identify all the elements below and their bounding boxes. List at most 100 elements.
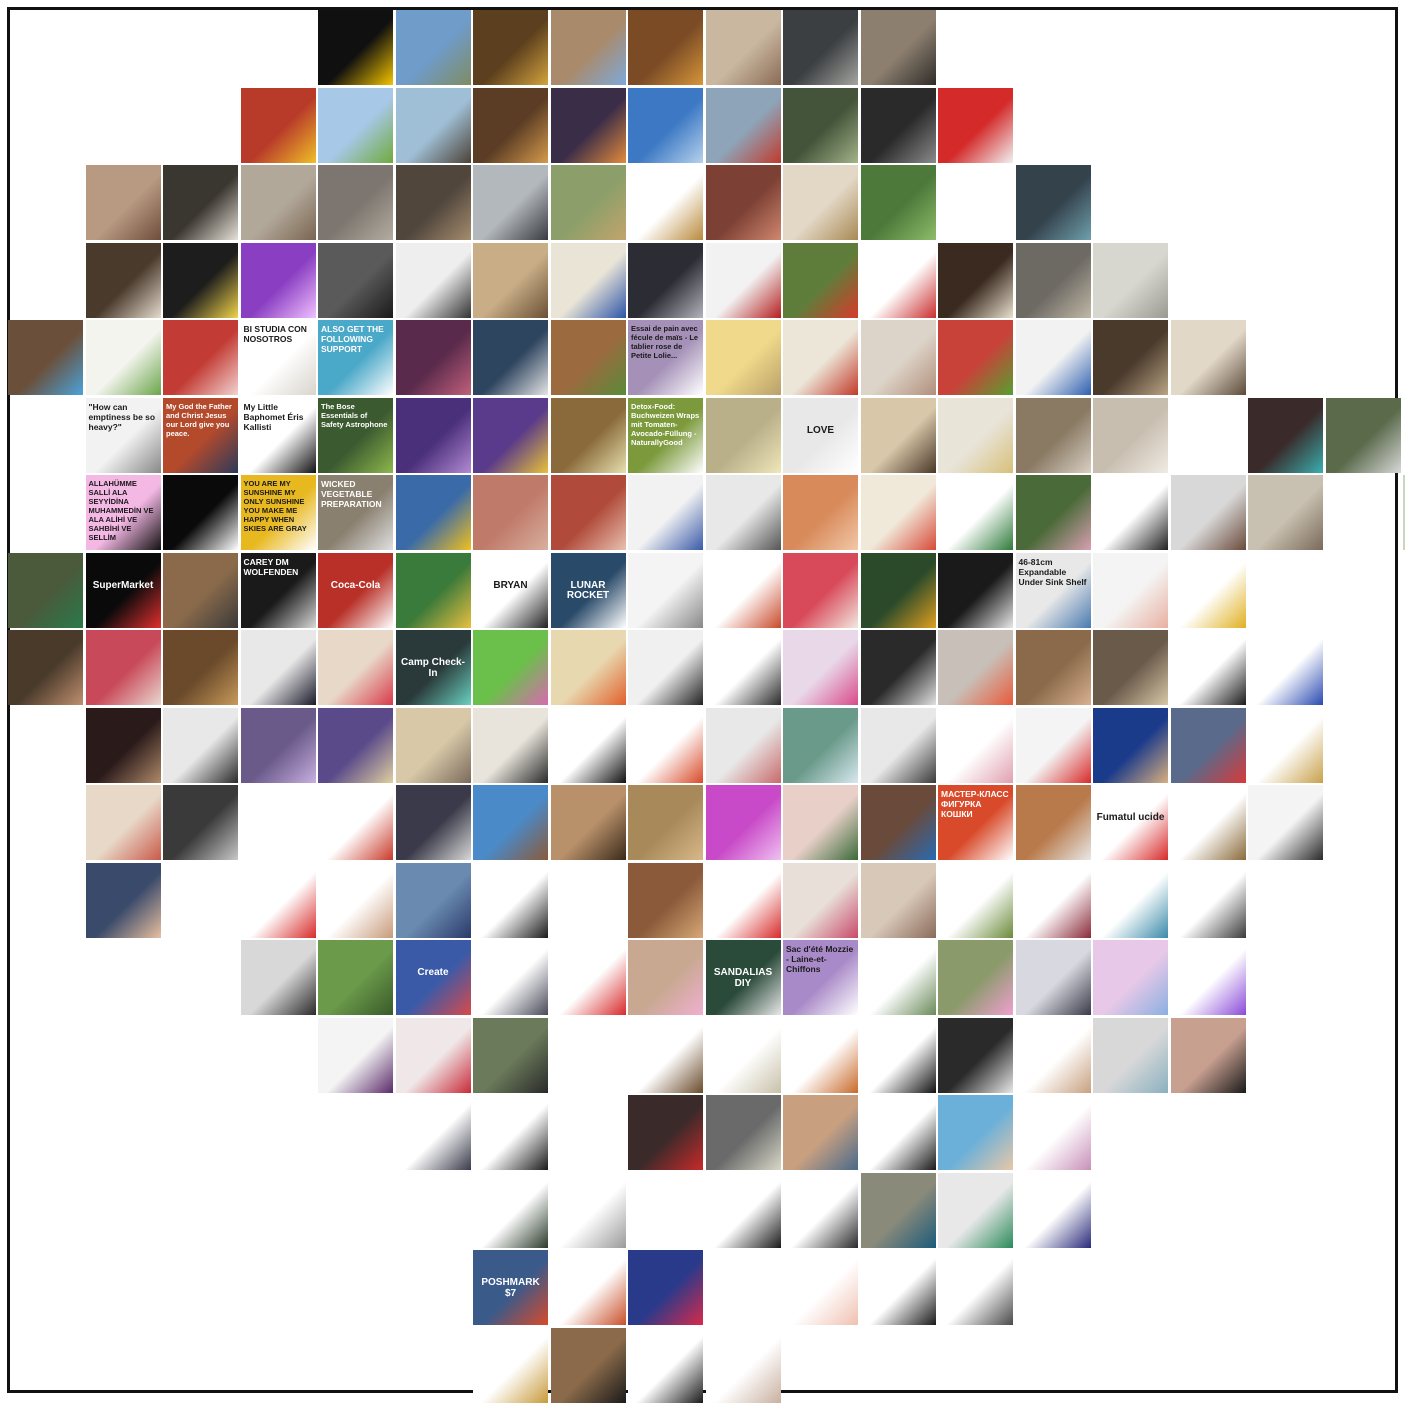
tile-caption: BRYAN [493,579,528,591]
photo-tile [1170,320,1246,395]
tile-caption: YOU ARE MY SUNSHINE MY ONLY SUNSHINE YOU… [243,479,307,533]
photo-tile [783,10,858,85]
photo-tile [395,785,471,860]
photo-tile: Detox-Food: Buchweizen Wraps mit Tomaten… [628,397,703,473]
photo-tile [938,862,1013,938]
photo-tile [395,397,471,473]
tile-caption: CAREY DM WOLFENDEN [243,556,299,577]
photo-tile [938,1017,1013,1093]
photo-tile [550,1172,626,1248]
photo-tile [240,940,316,1015]
photo-tile [860,1172,936,1248]
photo-tile [395,475,471,550]
photo-tile [1093,552,1168,628]
photo-tile [705,1095,781,1170]
photo-tile [85,630,161,705]
photo-tile [938,1095,1013,1170]
photo-tile [550,165,626,240]
photo-tile [938,475,1013,550]
photo-tile [163,475,238,550]
tile-caption: Create [417,967,449,978]
photo-tile: BI STUDIA CON NOSOTROS [240,320,316,395]
photo-tile [395,1017,471,1093]
photo-tile: YOU ARE MY SUNSHINE MY ONLY SUNSHINE YOU… [240,475,316,550]
photo-tile [1015,397,1091,473]
tile-caption: ALSO GET THE FOLLOWING SUPPORT [321,324,384,355]
photo-tile [550,242,626,318]
tile-caption: 46-81cm Expandable Under Sink Shelf [1018,556,1087,587]
photo-tile: Create [395,940,471,1015]
photo-tile [1170,862,1246,938]
photo-tile [1015,475,1091,550]
photo-tile [318,707,393,783]
photo-tile [1015,1095,1091,1170]
photo-tile: ALLAHÜMME SALLİ ALA SEYYİDİNA MUHAMMEDİN… [85,475,161,550]
photo-tile [473,862,548,938]
photo-tile [1093,940,1168,1015]
photo-tile [783,862,858,938]
photo-tile: ALSO GET THE FOLLOWING SUPPORT [318,320,393,395]
photo-tile [860,320,936,395]
photo-tile [705,475,781,550]
photo-tile [1093,475,1168,550]
photo-tile [1015,940,1091,1015]
photo-tile [318,87,393,163]
photo-tile: SuperMarket [85,552,161,628]
photo-tile [1248,785,1323,860]
tile-caption: "How can emptiness be so heavy?" [88,401,156,432]
photo-tile [318,10,393,85]
photo-tile [8,320,83,395]
tile-caption: WICKED VEGETABLE PREPARATION [321,479,382,510]
photo-tile [1015,1172,1091,1248]
photo-tile [550,10,626,85]
photo-tile [1015,785,1091,860]
photo-tile [163,707,238,783]
photo-tile [860,1017,936,1093]
photo-tile [783,1172,858,1248]
photo-tile [395,242,471,318]
photo-tile [938,707,1013,783]
photo-tile [783,1017,858,1093]
photo-tile [318,862,393,938]
photo-tile [473,87,548,163]
photo-tile [550,397,626,473]
photo-tile [860,87,936,163]
photo-tile [783,165,858,240]
photo-tile [473,1017,548,1093]
photo-tile [783,630,858,705]
photo-tile [860,165,936,240]
photo-tile [395,862,471,938]
photo-tile [860,1250,936,1325]
photo-tile [473,165,548,240]
photo-tile: "How can emptiness be so heavy?" [85,397,161,473]
photo-tile [860,940,936,1015]
photo-tile [1015,242,1091,318]
tile-caption: Sac d'été Mozzie - Laine-et-Chiffons [786,944,854,975]
photo-tile [783,475,858,550]
photo-tile [318,785,393,860]
photo-tile [550,1327,626,1403]
photo-tile [705,862,781,938]
photo-tile: Fumatul ucide [1093,785,1168,860]
photo-tile [1093,320,1168,395]
photo-tile [628,165,703,240]
photo-tile [473,1095,548,1170]
photo-tile [85,320,161,395]
photo-tile [860,862,936,938]
photo-tile [473,1172,548,1248]
photo-tile [473,630,548,705]
tile-caption: POSHMARK $7 [481,1277,540,1299]
photo-tile [628,940,703,1015]
photo-tile [628,1017,703,1093]
photo-tile [1093,707,1168,783]
tile-caption: Camp Check-In [401,657,465,679]
photo-tile [318,630,393,705]
photo-tile [1248,630,1323,705]
photo-tile [1015,707,1091,783]
photo-tile [473,1327,548,1403]
photo-tile [85,862,161,938]
photo-tile [938,87,1013,163]
photo-tile [395,87,471,163]
photo-tile [473,475,548,550]
photo-tile [318,165,393,240]
